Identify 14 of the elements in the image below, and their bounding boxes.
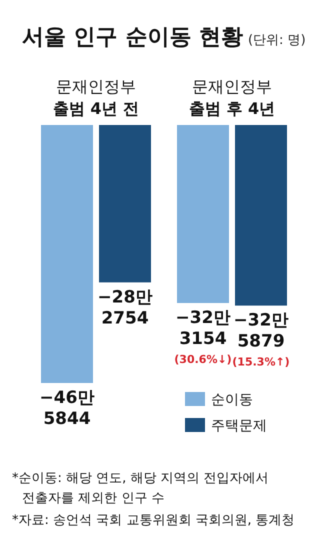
text: *순이동: 해당 연도, 해당 지역의 전입자에서 전출자를 제외한 인구 수 [12, 471, 269, 506]
annotation: −32만 5879 [234, 310, 288, 352]
text: *자료: 송언석 국회 교통위원회 국회의원, 통계청 [12, 513, 295, 528]
legend-label: 주택문제 [211, 418, 267, 434]
x-tick-label: 문재인정부 출범 4년 전 [52, 77, 140, 118]
annotation: −28만 2754 [98, 287, 152, 328]
x-tick-label: 문재인정부 출범 후 4년 [188, 77, 276, 118]
legend-label: 순이동 [211, 392, 253, 408]
chart-subtitle: (단위: 명) [248, 33, 306, 48]
annotation: (15.3%↑) [232, 356, 290, 369]
annotation: (30.6%↓) [174, 353, 232, 366]
annotation: −32만 3154 [176, 308, 230, 350]
chart-title: 서울 인구 순이동 현황 [22, 25, 243, 50]
annotation: −46만 5844 [40, 388, 94, 429]
